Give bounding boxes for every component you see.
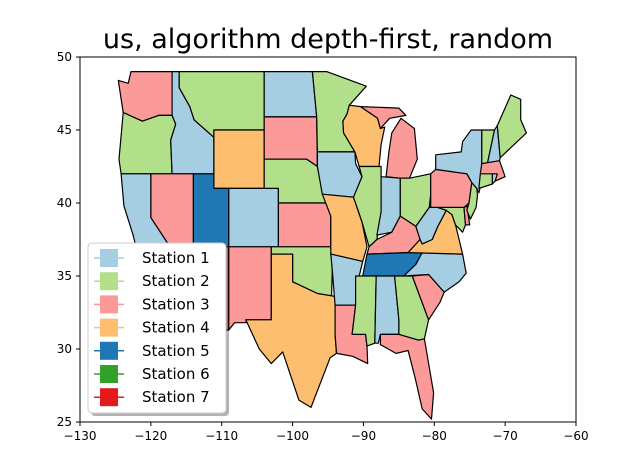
map-region: [491, 173, 498, 185]
legend-box: [87, 242, 227, 414]
map-region: [263, 70, 318, 118]
legend-swatch: [100, 341, 118, 360]
legend-entry: Station 1: [94, 249, 210, 267]
map-region: [403, 252, 467, 293]
legend-swatch: [100, 295, 118, 314]
legend-entry: Station 4: [94, 318, 210, 337]
x-tick-label: −80: [422, 429, 447, 443]
x-tick-label: −70: [492, 429, 517, 443]
legend-label: Station 7: [142, 388, 210, 406]
map-region: [430, 168, 473, 208]
y-axis: 25 30 35 40 45 50: [57, 50, 80, 429]
y-tick-label: 40: [57, 196, 72, 210]
legend-entry: Station 3: [94, 295, 210, 314]
map-region: [213, 129, 265, 189]
x-tick-label: −90: [351, 429, 376, 443]
map-region: [228, 246, 272, 331]
map-region: [228, 187, 279, 248]
y-tick-label: 45: [57, 123, 72, 137]
map-region: [360, 105, 407, 130]
x-tick-label: −110: [205, 429, 238, 443]
x-tick-label: −60: [563, 429, 588, 443]
legend-swatch: [100, 318, 118, 337]
legend: Station 1 Station 2 Station 3 Station 4 Stat…: [87, 242, 229, 416]
plot-frame: [79, 56, 577, 423]
x-axis: −130 −120 −110 −100 −90 −80 −70 −60: [64, 422, 589, 443]
legend-entry: Station 6: [94, 365, 210, 383]
map-region: [245, 253, 338, 408]
legend-swatch: [100, 249, 118, 267]
map-region: [379, 333, 435, 420]
legend-label: Station 1: [142, 249, 210, 267]
legend-swatch: [100, 388, 118, 407]
legend-label: Station 4: [142, 319, 210, 337]
legend-label: Station 5: [142, 342, 210, 360]
y-tick-label: 30: [57, 342, 72, 356]
map-region: [118, 111, 177, 175]
x-tick-label: −100: [276, 429, 309, 443]
legend-entry: Station 7: [94, 388, 210, 407]
y-tick-label: 25: [57, 415, 72, 429]
legend-entry: Station 2: [94, 272, 210, 291]
map-region: [277, 202, 332, 248]
legend-label: Station 6: [142, 365, 210, 383]
map-region: [496, 94, 528, 159]
legend-label: Station 3: [142, 295, 210, 313]
map-region: [415, 206, 447, 245]
legend-swatch: [100, 365, 118, 383]
y-tick-label: 50: [57, 50, 72, 64]
legend-swatch: [100, 272, 118, 291]
y-tick-label: 35: [57, 269, 72, 283]
x-tick-label: −120: [134, 429, 167, 443]
legend-entry: Station 5: [94, 341, 210, 360]
map-region: [316, 151, 363, 198]
legend-label: Station 2: [142, 272, 210, 290]
x-tick-label: −130: [64, 429, 97, 443]
chart-title: us, algorithm depth-first, random: [103, 24, 553, 55]
